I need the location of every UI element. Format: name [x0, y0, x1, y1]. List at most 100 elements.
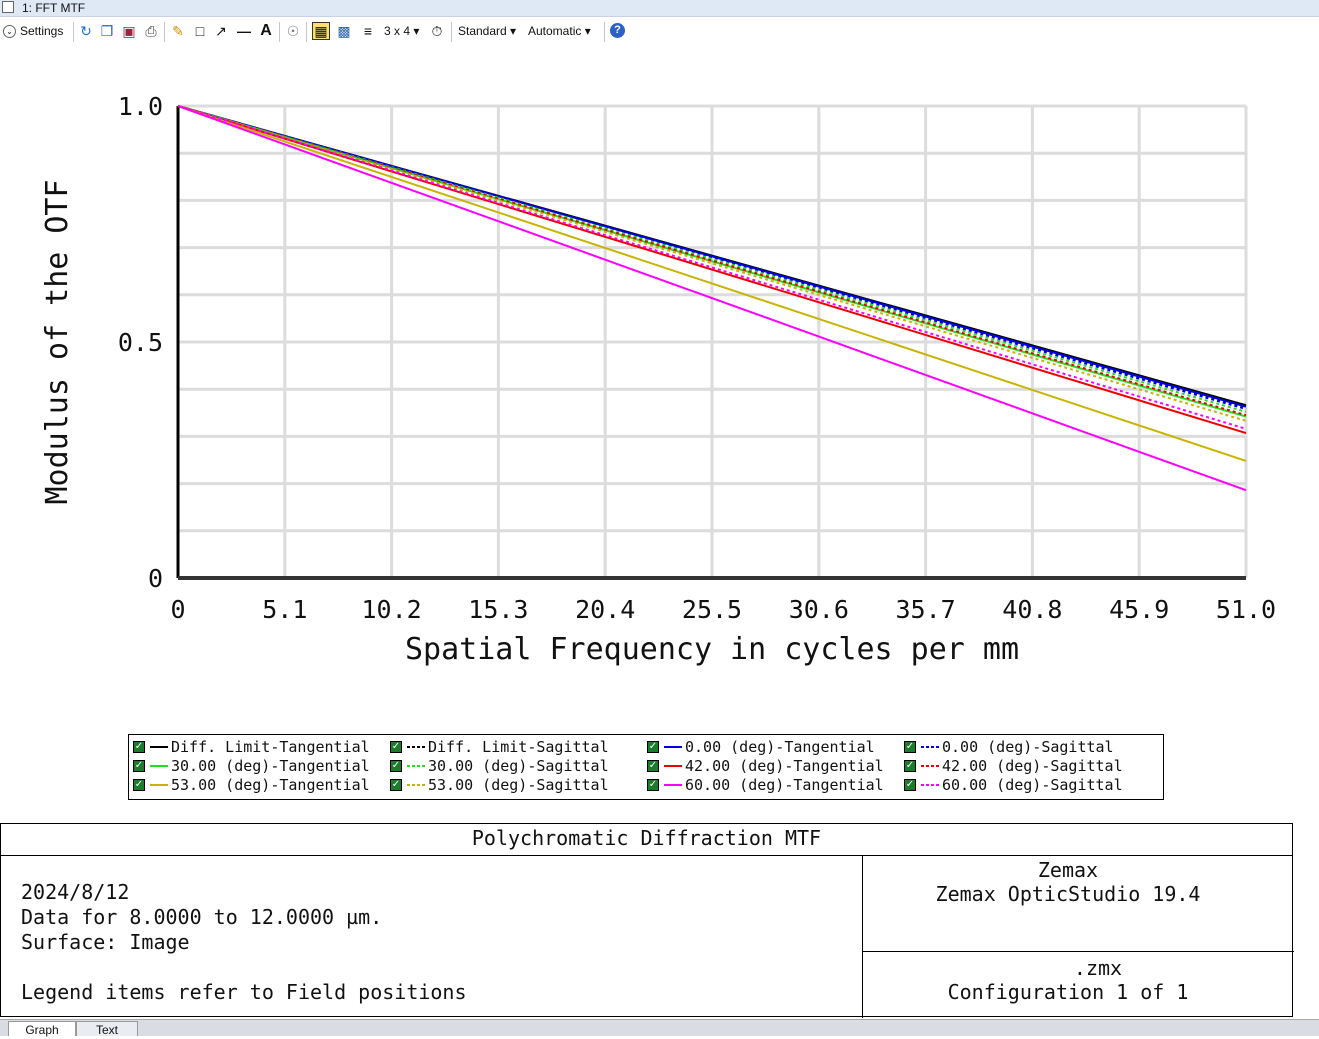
legend-checkbox[interactable]: ✓: [647, 741, 659, 753]
series-group: [177, 105, 1247, 492]
chart-grid: [178, 104, 1248, 578]
refresh-icon[interactable]: ↻: [80, 23, 92, 39]
y-tick-label: 1.0: [118, 92, 163, 121]
toolbar-divider: [306, 22, 307, 42]
info-divider: [862, 951, 1294, 952]
arrow-icon[interactable]: ↗: [215, 23, 227, 39]
legend-label: Diff. Limit-Sagittal: [428, 738, 609, 756]
legend-label: 0.00 (deg)-Tangential: [685, 738, 875, 756]
legend-label: 42.00 (deg)-Tangential: [685, 757, 884, 775]
window-icon: [2, 1, 14, 13]
series-line-53-00-deg-tangential: [177, 105, 1247, 462]
y-tick-label: 0.5: [118, 328, 163, 357]
legend-label: 30.00 (deg)-Sagittal: [428, 757, 609, 775]
standard-label: Standard: [458, 24, 507, 38]
print-icon[interactable]: ⎙: [145, 23, 157, 39]
clock-icon[interactable]: ⏱: [431, 23, 443, 39]
toolbar-divider: [73, 22, 74, 42]
series-line-0-00-deg-sagittal: [177, 105, 1247, 410]
info-details: 2024/8/12 Data for 8.0000 to 12.0000 µm.…: [21, 880, 467, 1005]
legend-swatch: [407, 746, 425, 748]
y-tick-labels: 0 0.5 1.0: [118, 92, 163, 593]
help-icon[interactable]: ?: [610, 23, 625, 38]
legend-label: 53.00 (deg)-Sagittal: [428, 776, 609, 794]
tab-graph[interactable]: Graph: [8, 1021, 76, 1037]
plot-area: [176, 106, 1246, 580]
save-icon[interactable]: ▣: [122, 23, 136, 39]
settings-button[interactable]: ⌄ Settings: [3, 22, 63, 40]
legend-swatch: [150, 765, 168, 767]
legend-label: 30.00 (deg)-Tangential: [171, 757, 370, 775]
x-tick-label: 0: [170, 595, 185, 624]
layers-icon[interactable]: ≡: [363, 23, 373, 39]
sampling-label: 3 x 4: [384, 24, 411, 38]
mtf-chart: 0 5.1 10.2 15.3 20.4 25.5 30.6 35.7 40.8 45.9 51.0…: [40, 92, 1276, 667]
automatic-dropdown[interactable]: Automatic ▾: [528, 22, 591, 40]
x-tick-label: 5.1: [262, 595, 307, 624]
legend-label: Diff. Limit-Tangential: [171, 738, 370, 756]
y-axis-label: Modulus of the OTF: [40, 179, 75, 504]
legend-swatch: [664, 746, 682, 748]
legend-checkbox[interactable]: ✓: [647, 760, 659, 772]
standard-dropdown[interactable]: Standard ▾: [458, 22, 516, 40]
analysis-title: Polychromatic Diffraction MTF: [1, 824, 1292, 856]
x-tick-label: 15.3: [468, 595, 528, 624]
legend-checkbox[interactable]: ✓: [133, 741, 145, 753]
chart-legend: ✓ Diff. Limit-Tangential ✓ Diff. Limit-Sagi…: [128, 734, 1164, 800]
info-divider: [862, 855, 863, 1018]
layout-icon[interactable]: ▦: [312, 22, 330, 40]
legend-swatch: [150, 746, 168, 748]
legend-checkbox[interactable]: ✓: [904, 741, 916, 753]
legend-label: 53.00 (deg)-Tangential: [171, 776, 370, 794]
legend-note-text: Legend items refer to Field positions: [21, 980, 467, 1004]
legend-checkbox[interactable]: ✓: [390, 779, 402, 791]
copy-icon[interactable]: ❐: [100, 23, 114, 39]
series-line-30-00-deg-tangential: [177, 105, 1247, 418]
series-line-60-00-deg-tangential: [177, 105, 1247, 492]
data-range-text: Data for 8.0000 to 12.0000 µm.: [21, 905, 383, 929]
x-axis-label: Spatial Frequency in cycles per mm: [405, 632, 1019, 667]
file-text: .zmx: [1073, 956, 1123, 980]
tab-text[interactable]: Text: [76, 1021, 138, 1037]
dropdown-arrow-icon: ▾: [581, 24, 591, 38]
info-box: Polychromatic Diffraction MTF 2024/8/12 …: [0, 823, 1294, 1018]
legend-checkbox[interactable]: ✓: [647, 779, 659, 791]
chevron-down-icon: ⌄: [3, 25, 16, 39]
x-tick-label: 25.5: [682, 595, 742, 624]
x-tick-label: 40.8: [1002, 595, 1062, 624]
window-icon[interactable]: ▩: [337, 23, 351, 39]
legend-swatch: [921, 746, 939, 748]
legend-checkbox[interactable]: ✓: [133, 779, 145, 791]
pencil-icon[interactable]: ✎: [172, 23, 184, 39]
legend-swatch: [664, 765, 682, 767]
dropdown-arrow-icon: ▾: [410, 24, 420, 38]
automatic-label: Automatic: [528, 24, 582, 38]
x-tick-label: 10.2: [361, 595, 421, 624]
lock-icon[interactable]: ☉: [286, 23, 300, 39]
y-tick-label: 0: [148, 564, 163, 593]
rectangle-icon[interactable]: □: [195, 23, 205, 39]
legend-checkbox[interactable]: ✓: [904, 779, 916, 791]
x-tick-label: 20.4: [575, 595, 635, 624]
view-tabs: Graph Text: [0, 1019, 1319, 1037]
legend-swatch: [150, 784, 168, 786]
legend-label: 42.00 (deg)-Sagittal: [942, 757, 1123, 775]
config-text: Configuration 1 of 1: [947, 980, 1189, 1004]
legend-checkbox[interactable]: ✓: [904, 760, 916, 772]
legend-swatch: [664, 784, 682, 786]
legend-checkbox[interactable]: ✓: [390, 760, 402, 772]
series-line-42-00-deg-sagittal: [177, 105, 1247, 417]
x-tick-label: 45.9: [1109, 595, 1169, 624]
settings-label: Settings: [20, 24, 64, 38]
series-line-0-00-deg-tangential: [177, 105, 1247, 408]
toolbar-divider: [604, 22, 605, 42]
legend-checkbox[interactable]: ✓: [390, 741, 402, 753]
legend-label: 0.00 (deg)-Sagittal: [942, 738, 1114, 756]
legend-checkbox[interactable]: ✓: [133, 760, 145, 772]
toolbar-divider: [451, 22, 452, 42]
sampling-dropdown[interactable]: 3 x 4 ▾: [384, 22, 419, 40]
text-icon[interactable]: A: [260, 22, 272, 39]
x-tick-labels: 0 5.1 10.2 15.3 20.4 25.5 30.6 35.7 40.8 45.9 51.0: [170, 595, 1276, 624]
x-tick-label: 51.0: [1216, 595, 1276, 624]
line-icon[interactable]: —: [237, 23, 251, 39]
